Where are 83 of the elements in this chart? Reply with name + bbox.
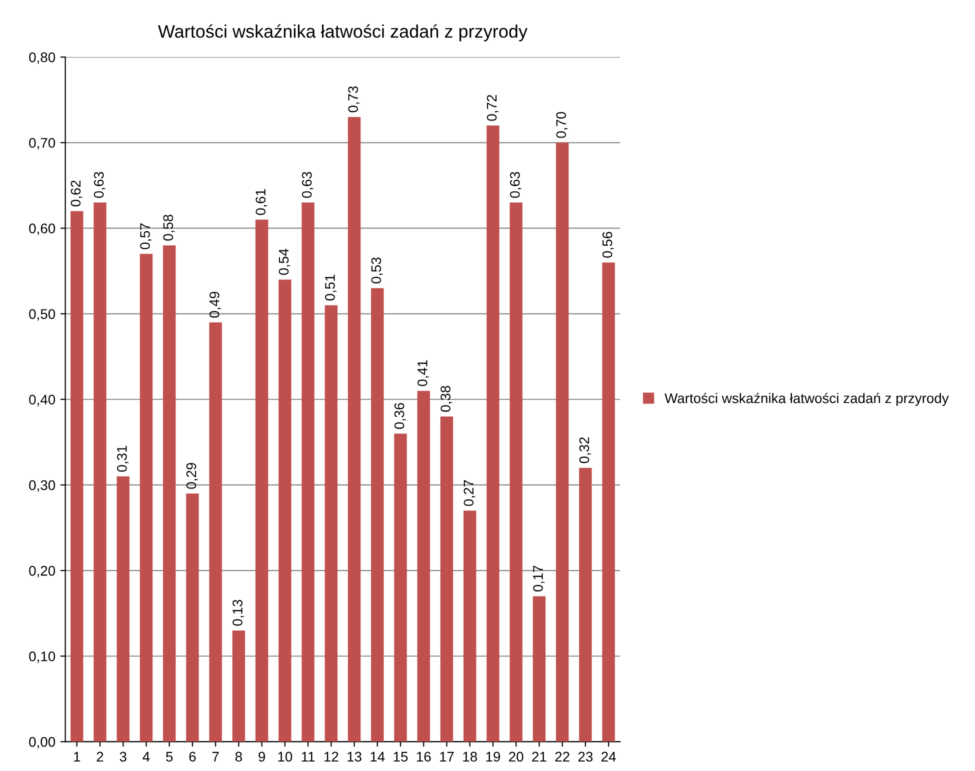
y-tick-label: 0,50 bbox=[29, 309, 56, 321]
bar bbox=[278, 280, 292, 742]
data-label: 0,27 bbox=[464, 480, 476, 506]
data-label: 0,56 bbox=[602, 232, 614, 258]
data-label: 0,54 bbox=[278, 248, 290, 275]
x-tick-label: 18 bbox=[463, 752, 477, 762]
x-tick-label: 1 bbox=[74, 752, 80, 762]
bar bbox=[348, 116, 361, 742]
bar bbox=[371, 288, 384, 742]
x-tick-label: 15 bbox=[394, 752, 408, 762]
y-tick-label: 0,70 bbox=[29, 138, 56, 150]
x-tick-label: 2 bbox=[96, 752, 104, 762]
data-label: 0,31 bbox=[117, 446, 128, 472]
bar bbox=[532, 596, 546, 742]
bar bbox=[486, 126, 500, 742]
y-tick-label: 0,20 bbox=[29, 566, 56, 578]
x-tick-label: 9 bbox=[258, 752, 266, 762]
bar bbox=[579, 468, 592, 742]
data-label: 0,49 bbox=[209, 292, 221, 318]
x-tick-label: 17 bbox=[440, 752, 454, 762]
x-tick-label: 23 bbox=[578, 752, 593, 762]
x-tick-label: 21 bbox=[532, 752, 546, 762]
bar bbox=[556, 142, 569, 742]
data-label: 0,38 bbox=[440, 386, 452, 412]
data-label: 0,63 bbox=[510, 172, 522, 198]
data-label: 0,70 bbox=[556, 112, 568, 138]
bar bbox=[116, 476, 130, 742]
x-tick-label: 20 bbox=[509, 752, 524, 762]
y-tick-label: 0,40 bbox=[29, 394, 56, 406]
data-label: 0,62 bbox=[70, 180, 82, 206]
data-label: 0,51 bbox=[325, 274, 337, 301]
x-tick-label: 14 bbox=[370, 752, 385, 762]
data-label: 0,63 bbox=[94, 172, 106, 198]
bar bbox=[255, 220, 268, 742]
y-tick-label: 0,60 bbox=[29, 224, 56, 236]
x-tick-label: 12 bbox=[324, 752, 338, 762]
bar bbox=[302, 202, 314, 742]
data-label: 0,17 bbox=[533, 566, 545, 592]
bar bbox=[602, 262, 615, 742]
data-label: 0,57 bbox=[140, 223, 152, 250]
y-tick-label: 0,30 bbox=[29, 480, 56, 492]
data-label: 0,13 bbox=[232, 600, 244, 626]
x-tick-label: 13 bbox=[348, 752, 362, 762]
bar bbox=[440, 416, 454, 742]
data-label: 0,41 bbox=[418, 360, 429, 386]
data-label: 0,73 bbox=[348, 86, 360, 112]
bar bbox=[70, 211, 84, 742]
bar bbox=[510, 202, 522, 742]
x-tick-label: 11 bbox=[302, 752, 315, 762]
x-tick-label: 7 bbox=[212, 752, 219, 762]
legend-label: Wartości wskaźnika łatwości zadań z przyrody bbox=[664, 392, 949, 406]
y-tick-label: 0,10 bbox=[29, 651, 56, 663]
x-tick-label: 5 bbox=[166, 752, 173, 762]
bar bbox=[94, 202, 106, 742]
x-tick-label: 4 bbox=[142, 752, 150, 762]
x-tick-label: 10 bbox=[278, 752, 292, 762]
x-tick-label: 3 bbox=[120, 752, 126, 762]
data-label: 0,29 bbox=[186, 462, 198, 489]
data-label: 0,32 bbox=[579, 437, 591, 464]
y-tick-label: 0,00 bbox=[29, 737, 56, 749]
x-tick-label: 16 bbox=[416, 752, 431, 762]
data-label: 0,36 bbox=[394, 403, 406, 429]
bar bbox=[463, 510, 476, 742]
bar bbox=[324, 305, 338, 742]
x-tick-label: 19 bbox=[486, 752, 500, 762]
chart-title: Wartości wskaźnika łatwości zadań z przyrody bbox=[158, 24, 528, 42]
x-tick-label: 8 bbox=[235, 752, 242, 762]
y-tick-label: 0,80 bbox=[29, 52, 56, 64]
bar bbox=[394, 434, 407, 742]
bar bbox=[209, 322, 222, 742]
bar bbox=[186, 494, 199, 742]
data-label: 0,53 bbox=[371, 258, 383, 284]
data-label: 0,72 bbox=[486, 95, 498, 121]
x-tick-label: 24 bbox=[602, 752, 616, 762]
data-label: 0,61 bbox=[256, 189, 268, 215]
bar bbox=[162, 245, 176, 742]
bar bbox=[417, 390, 430, 742]
bar bbox=[140, 254, 153, 742]
data-label: 0,63 bbox=[302, 172, 314, 198]
x-tick-label: 6 bbox=[189, 752, 196, 762]
data-label: 0,58 bbox=[163, 214, 175, 241]
x-tick-label: 22 bbox=[555, 752, 570, 762]
bar bbox=[232, 630, 246, 742]
